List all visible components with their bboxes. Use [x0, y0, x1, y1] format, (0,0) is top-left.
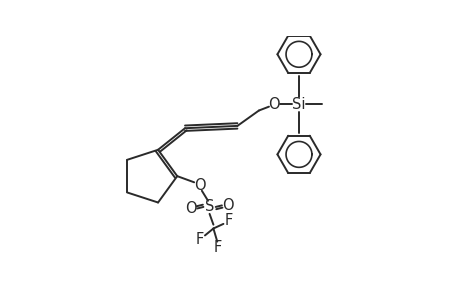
Text: F: F [195, 232, 203, 247]
Text: O: O [194, 178, 206, 193]
Text: O: O [185, 201, 196, 216]
Text: F: F [224, 213, 232, 228]
Text: O: O [222, 198, 233, 213]
Text: F: F [213, 240, 221, 255]
Text: O: O [268, 97, 280, 112]
Text: S: S [204, 200, 214, 214]
Text: Si: Si [291, 97, 305, 112]
